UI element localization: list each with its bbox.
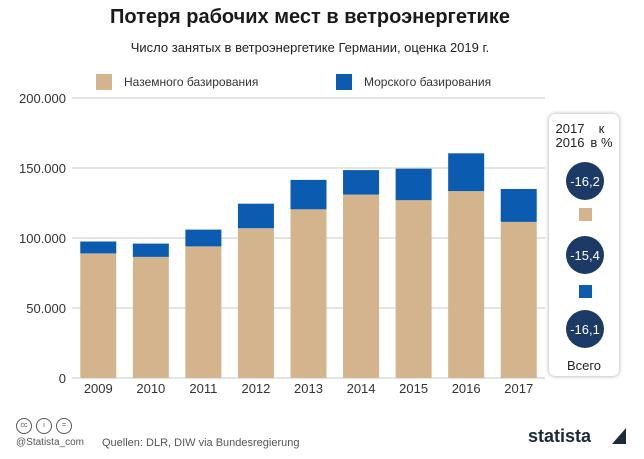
header-year-2016: 2016 bbox=[555, 135, 585, 150]
bar-offshore bbox=[80, 241, 117, 254]
x-tick-label: 2012 bbox=[241, 381, 270, 396]
bar-offshore bbox=[132, 243, 169, 257]
legend-label-offshore: Морского базирования bbox=[364, 75, 492, 89]
change-panel: 2017 2016 к в % -16,2 -15,4 -16,1 Всего bbox=[549, 114, 619, 376]
x-tick-label: 2009 bbox=[84, 381, 113, 396]
bar-onshore bbox=[80, 253, 117, 378]
legend-item-offshore: Морского базирования bbox=[336, 74, 491, 90]
legend-swatch-onshore bbox=[96, 74, 112, 90]
statista-logo[interactable]: statista bbox=[528, 426, 592, 446]
legend-label-onshore: Наземного базирования bbox=[124, 75, 259, 89]
change-offshore-badge: -15,4 bbox=[566, 236, 604, 274]
bar-onshore bbox=[500, 221, 537, 378]
bar-onshore bbox=[343, 194, 380, 378]
bar-onshore bbox=[395, 200, 432, 378]
y-tick-label: 50.000 bbox=[26, 301, 66, 316]
legend-swatch-offshore bbox=[336, 74, 352, 90]
footer-source: Quellen: DLR, DIW via Bundesregierung bbox=[102, 437, 300, 449]
x-tick-label: 2016 bbox=[452, 381, 481, 396]
total-label: Всего bbox=[566, 358, 602, 373]
bar-offshore bbox=[237, 203, 274, 229]
change-onshore-badge: -16,2 bbox=[566, 162, 604, 200]
header-percent: в % bbox=[590, 135, 613, 150]
x-tick-label: 2011 bbox=[189, 381, 217, 396]
change-total-badge: -16,1 bbox=[566, 310, 604, 348]
bar-offshore bbox=[448, 153, 485, 192]
bar-offshore bbox=[290, 179, 327, 210]
x-tick-label: 2010 bbox=[136, 381, 165, 396]
header-year-2017: 2017 bbox=[555, 121, 585, 136]
legend-item-onshore: Наземного базирования bbox=[96, 74, 258, 90]
cc-icon[interactable]: cc bbox=[16, 418, 32, 434]
y-tick-label: 200.000 bbox=[19, 91, 66, 106]
bar-onshore bbox=[448, 191, 485, 378]
bar-onshore bbox=[237, 228, 274, 378]
bar-onshore bbox=[185, 246, 222, 378]
footer-handle[interactable]: @Statista_com bbox=[16, 437, 84, 448]
bar-offshore bbox=[185, 229, 222, 247]
bar-offshore bbox=[500, 189, 537, 222]
change-panel-header: 2017 2016 к в % bbox=[549, 122, 619, 150]
header-to: к bbox=[598, 121, 605, 136]
bar-onshore bbox=[290, 209, 327, 378]
x-tick-label: 2015 bbox=[399, 381, 428, 396]
y-tick-label: 100.000 bbox=[19, 231, 66, 246]
x-tick-label: 2013 bbox=[294, 381, 323, 396]
x-tick-label: 2014 bbox=[347, 381, 376, 396]
bar-offshore bbox=[343, 170, 380, 195]
info-icon[interactable]: i bbox=[36, 418, 52, 434]
chart-title: Потеря рабочих мест в ветроэнергетике bbox=[110, 6, 510, 28]
bar-onshore bbox=[132, 256, 169, 378]
x-tick-label: 2017 bbox=[504, 381, 533, 396]
equals-icon[interactable]: = bbox=[56, 418, 72, 434]
y-tick-label: 150.000 bbox=[19, 161, 66, 176]
bar-offshore bbox=[395, 168, 432, 201]
y-tick-label: 0 bbox=[59, 371, 66, 386]
offshore-marker bbox=[579, 285, 592, 298]
chart-subtitle: Число занятых в ветроэнергетике Германии… bbox=[130, 40, 490, 55]
onshore-marker bbox=[579, 208, 592, 221]
